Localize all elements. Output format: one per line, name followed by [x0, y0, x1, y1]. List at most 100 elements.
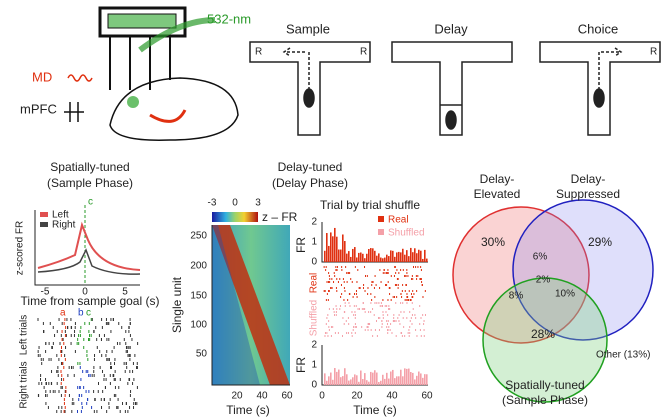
x-axis-label: Time (s) — [353, 403, 397, 417]
histogram-bar — [400, 369, 402, 385]
histogram-bar — [334, 368, 336, 385]
y-tick-label: 100 — [190, 320, 207, 331]
histogram-bar — [370, 371, 372, 385]
histogram-bar — [348, 251, 350, 262]
y-tick-label: 0 — [311, 380, 317, 391]
shuffle-raster — [323, 227, 428, 385]
histogram-bar — [388, 256, 390, 262]
histogram-bar — [402, 376, 404, 385]
panel-subtitle: (Sample Phase) — [47, 176, 133, 190]
y-tick-label: 1 — [311, 237, 317, 248]
histogram-bar — [378, 253, 380, 262]
histogram-bar — [328, 245, 330, 262]
histogram-bar — [422, 258, 424, 262]
histogram-bar — [390, 250, 392, 262]
histogram-bar — [398, 251, 400, 262]
raster-label: Right trials — [19, 361, 30, 408]
histogram-bar — [410, 247, 412, 262]
histogram-bar — [356, 257, 358, 262]
histogram-bar — [350, 256, 352, 262]
venn-value: 8% — [509, 291, 524, 302]
histogram-bar — [410, 372, 412, 385]
panel-title: Spatially-tuned — [50, 160, 129, 174]
histogram-bar — [406, 368, 408, 385]
histogram-bar — [366, 253, 368, 262]
x-tick-label: 40 — [386, 391, 398, 402]
y-tick-label: 50 — [196, 349, 208, 360]
x-tick-label: 0 — [319, 391, 325, 402]
heatmap-band — [212, 225, 290, 385]
histogram-bar — [336, 236, 338, 262]
histogram-bar — [352, 248, 354, 262]
set-label: Delay- — [480, 172, 515, 186]
histogram-bar — [330, 372, 332, 385]
histogram-bar — [358, 252, 360, 262]
histogram-bar — [396, 252, 398, 262]
histogram-bar — [392, 250, 394, 262]
x-tick-label: 0 — [82, 287, 88, 298]
y-tick-label: 2 — [311, 340, 317, 351]
histogram-bar — [336, 371, 338, 385]
histogram-bar — [408, 368, 410, 385]
histogram-bar — [374, 370, 376, 385]
y-tick-label: 150 — [190, 291, 207, 302]
histogram-bar — [370, 248, 372, 262]
histogram-bar — [324, 250, 326, 262]
histogram-bar — [412, 252, 414, 262]
y-axis-label: FR — [294, 237, 308, 253]
legend-entry: Shuffled — [388, 228, 425, 239]
histogram-bar — [382, 374, 384, 385]
histogram-bar — [376, 372, 378, 385]
venn-circle — [452, 206, 590, 344]
histogram-bar — [332, 379, 334, 385]
colorbar-tick: 3 — [255, 198, 261, 209]
histogram-bar — [328, 376, 330, 385]
y-axis-label: z-scored FR — [15, 221, 26, 275]
histogram-bar — [416, 375, 418, 385]
histogram-bar — [330, 232, 332, 262]
histogram-bar — [426, 374, 428, 385]
sample-title: Sample — [286, 21, 330, 36]
histogram-bar — [398, 376, 400, 385]
histogram-bar — [346, 374, 348, 385]
maze-label: R — [360, 47, 367, 58]
histogram-bar — [416, 253, 418, 262]
histogram-bar — [360, 370, 362, 385]
histogram-bar — [384, 378, 386, 385]
histogram-bar — [390, 371, 392, 385]
histogram-bar — [362, 379, 364, 385]
psth-plot — [34, 205, 141, 286]
histogram-bar — [334, 227, 336, 262]
histogram-bar — [368, 249, 370, 262]
y-axis-label: FR — [294, 357, 308, 373]
venn-value: 10% — [555, 289, 575, 300]
axes — [211, 225, 290, 386]
histogram-bar — [424, 249, 426, 262]
venn-circle — [482, 277, 608, 403]
x-tick-label: 20 — [231, 391, 243, 402]
histogram-bar — [356, 375, 358, 385]
histogram-bar — [374, 250, 376, 262]
histogram-bar — [354, 374, 356, 385]
mpfc-label: mPFC — [20, 101, 57, 116]
histogram-bar — [396, 376, 398, 385]
set-label: Spatially-tuned — [505, 378, 584, 392]
legend-entry: Real — [388, 215, 409, 226]
histogram-bar — [372, 248, 374, 262]
histogram-bar — [344, 368, 346, 385]
histogram-bar — [394, 378, 396, 385]
x-tick-label: -5 — [41, 287, 50, 298]
histogram-bar — [404, 368, 406, 385]
panel-title: Delay-tuned — [278, 160, 343, 174]
x-tick-label: 20 — [351, 391, 363, 402]
y-axis-label: Single unit — [170, 276, 184, 333]
heatmap-band — [212, 225, 260, 385]
marker: b — [78, 308, 84, 319]
histogram-bar — [414, 379, 416, 385]
y-tick-label: 200 — [190, 261, 207, 272]
x-tick-label: 5 — [122, 287, 128, 298]
histogram-bar — [350, 379, 352, 385]
set-label: Elevated — [474, 187, 521, 201]
raster-label: Left trials — [19, 315, 30, 356]
